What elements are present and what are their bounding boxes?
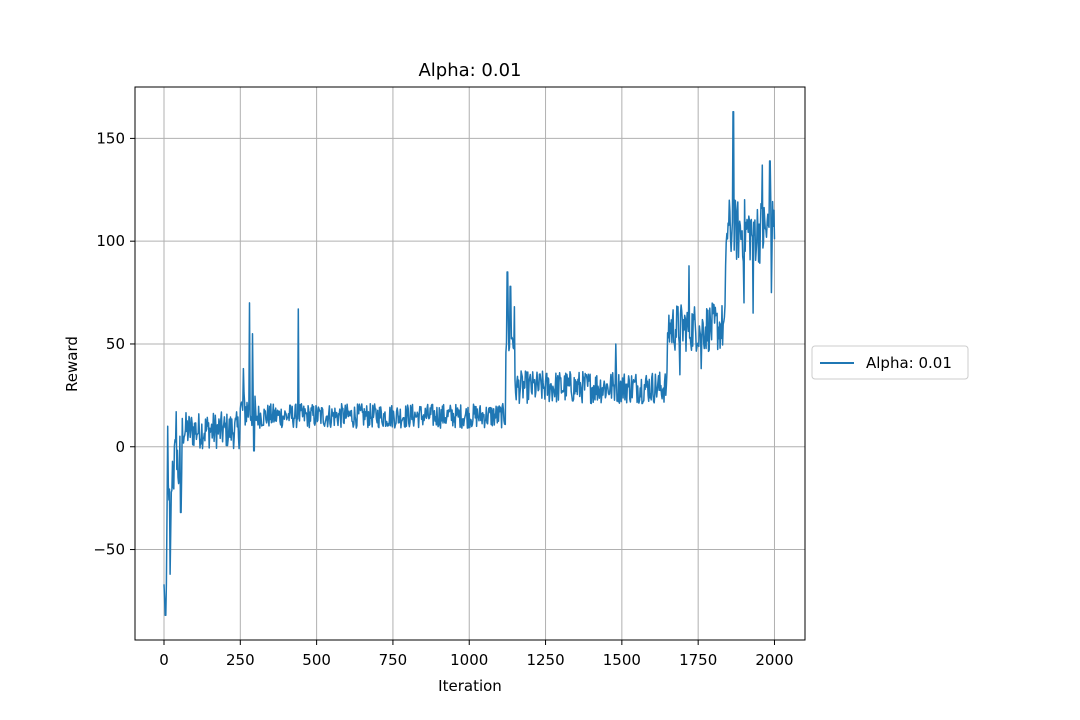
y-tick-label: 0: [115, 438, 125, 456]
y-tick-label: 50: [106, 335, 125, 353]
x-tick-label: 1250: [526, 651, 564, 669]
x-axis-label: Iteration: [438, 677, 502, 695]
series-line: [163, 110, 776, 617]
plot-area: [163, 110, 776, 617]
legend-box: [811, 345, 969, 380]
axes-frame: [134, 86, 806, 641]
x-tick-label: 500: [302, 651, 331, 669]
legend-label: Alpha: 0.01: [866, 354, 952, 372]
x-tick-label: 1000: [450, 651, 488, 669]
x-tick-label: 1750: [679, 651, 717, 669]
legend: Alpha: 0.01: [811, 345, 969, 380]
grid: [135, 87, 805, 640]
x-tick-label: 1500: [603, 651, 641, 669]
x-tick-label: 0: [159, 651, 169, 669]
x-axis: 0 250 500 750 1000 1250 1500 1750 2000: [159, 640, 794, 669]
y-tick-label: 150: [96, 129, 125, 147]
y-axis: −50 0 50 100 150: [93, 129, 135, 559]
x-tick-label: 250: [226, 651, 255, 669]
y-tick-label: −50: [93, 541, 125, 559]
y-tick-label: 100: [96, 232, 125, 250]
chart-title: Alpha: 0.01: [418, 60, 521, 81]
x-tick-label: 750: [379, 651, 408, 669]
x-tick-label: 2000: [755, 651, 793, 669]
y-axis-label: Reward: [63, 336, 81, 392]
